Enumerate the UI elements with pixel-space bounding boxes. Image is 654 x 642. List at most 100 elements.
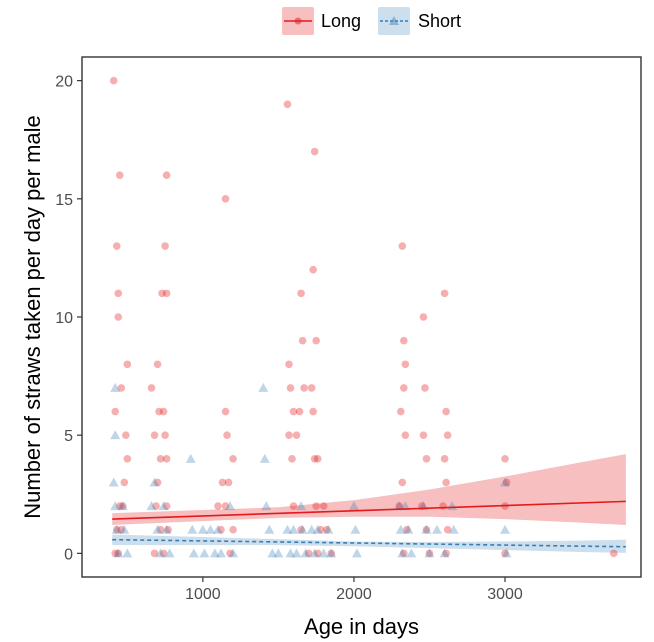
point-long — [114, 313, 123, 321]
point-short — [164, 548, 175, 558]
point-short — [110, 501, 121, 511]
point-long — [298, 336, 307, 345]
point-short — [500, 524, 511, 534]
ci-band-long — [112, 454, 626, 525]
point-long — [288, 455, 296, 463]
point-short — [267, 548, 278, 558]
point-short — [149, 477, 160, 487]
point-long — [123, 455, 132, 463]
point-long — [440, 455, 449, 463]
point-long — [153, 478, 162, 487]
point-long — [442, 407, 450, 416]
point-long — [221, 195, 230, 203]
point-short — [424, 548, 435, 558]
point-short — [300, 548, 311, 558]
point-long — [501, 549, 509, 558]
point-long — [117, 384, 126, 392]
point-long — [153, 360, 162, 369]
point-long — [286, 384, 295, 392]
point-long — [297, 289, 305, 298]
legend-label-short: Short — [418, 11, 461, 31]
point-long — [310, 147, 319, 156]
point-short — [400, 501, 411, 511]
point-long — [316, 525, 325, 534]
point-long — [304, 549, 313, 558]
y-tick-label: 10 — [55, 310, 73, 327]
point-short — [296, 501, 307, 511]
point-short — [351, 548, 362, 558]
point-long — [439, 502, 447, 510]
point-short — [146, 501, 157, 511]
point-long — [396, 407, 405, 416]
point-long — [312, 502, 320, 510]
point-long — [156, 525, 165, 534]
ci-band-short — [112, 534, 626, 553]
point-long — [313, 549, 322, 558]
point-short — [111, 524, 122, 534]
point-long — [313, 455, 322, 463]
legend-item-long: Long — [282, 7, 361, 35]
point-short — [264, 524, 275, 534]
point-long — [285, 360, 293, 369]
point-long — [307, 384, 316, 392]
point-short — [288, 524, 299, 534]
point-short — [306, 524, 317, 534]
point-short — [282, 524, 293, 534]
legend-key-short — [378, 7, 410, 35]
point-long — [155, 407, 163, 416]
point-long — [152, 502, 160, 510]
point-long — [502, 478, 511, 487]
point-long — [115, 171, 124, 179]
point-long — [501, 455, 509, 463]
point-long — [442, 478, 450, 487]
point-short — [228, 548, 239, 558]
point-long — [114, 549, 123, 558]
point-short — [395, 524, 406, 534]
point-long — [289, 502, 298, 510]
point-long — [161, 242, 169, 250]
point-short — [152, 524, 163, 534]
point-short — [312, 524, 323, 534]
point-long — [401, 431, 410, 439]
point-long — [162, 502, 171, 510]
trend-lines — [112, 500, 626, 548]
point-long — [398, 242, 407, 250]
legend: Long Short — [282, 7, 461, 35]
point-long — [309, 265, 317, 274]
point-long — [226, 549, 234, 558]
point-long — [398, 478, 407, 487]
point-long — [283, 100, 292, 109]
point-long — [223, 431, 231, 439]
point-long — [322, 525, 331, 534]
point-long — [118, 502, 127, 510]
point-long — [395, 502, 404, 510]
point-short — [448, 524, 459, 534]
point-short — [297, 524, 308, 534]
point-long — [150, 431, 159, 439]
point-short — [432, 524, 443, 534]
point-long — [292, 431, 301, 439]
point-short — [273, 548, 284, 558]
point-short — [323, 524, 334, 534]
y-tick-label: 20 — [55, 74, 73, 91]
confidence-bands — [112, 454, 626, 553]
point-long — [440, 289, 449, 298]
point-short — [188, 548, 199, 558]
point-long — [147, 384, 156, 392]
trend-line-long — [112, 500, 626, 520]
point-long — [224, 478, 233, 487]
point-long — [327, 549, 336, 558]
point-short — [326, 548, 337, 558]
point-short — [215, 548, 226, 558]
point-long — [289, 407, 298, 416]
point-short — [212, 524, 223, 534]
point-long — [443, 431, 452, 439]
point-long — [214, 502, 222, 510]
point-long — [221, 502, 230, 510]
point-long — [162, 455, 171, 463]
point-long — [300, 384, 308, 392]
point-short — [403, 524, 414, 534]
legend-marker-long — [294, 17, 302, 25]
point-long — [117, 525, 126, 534]
